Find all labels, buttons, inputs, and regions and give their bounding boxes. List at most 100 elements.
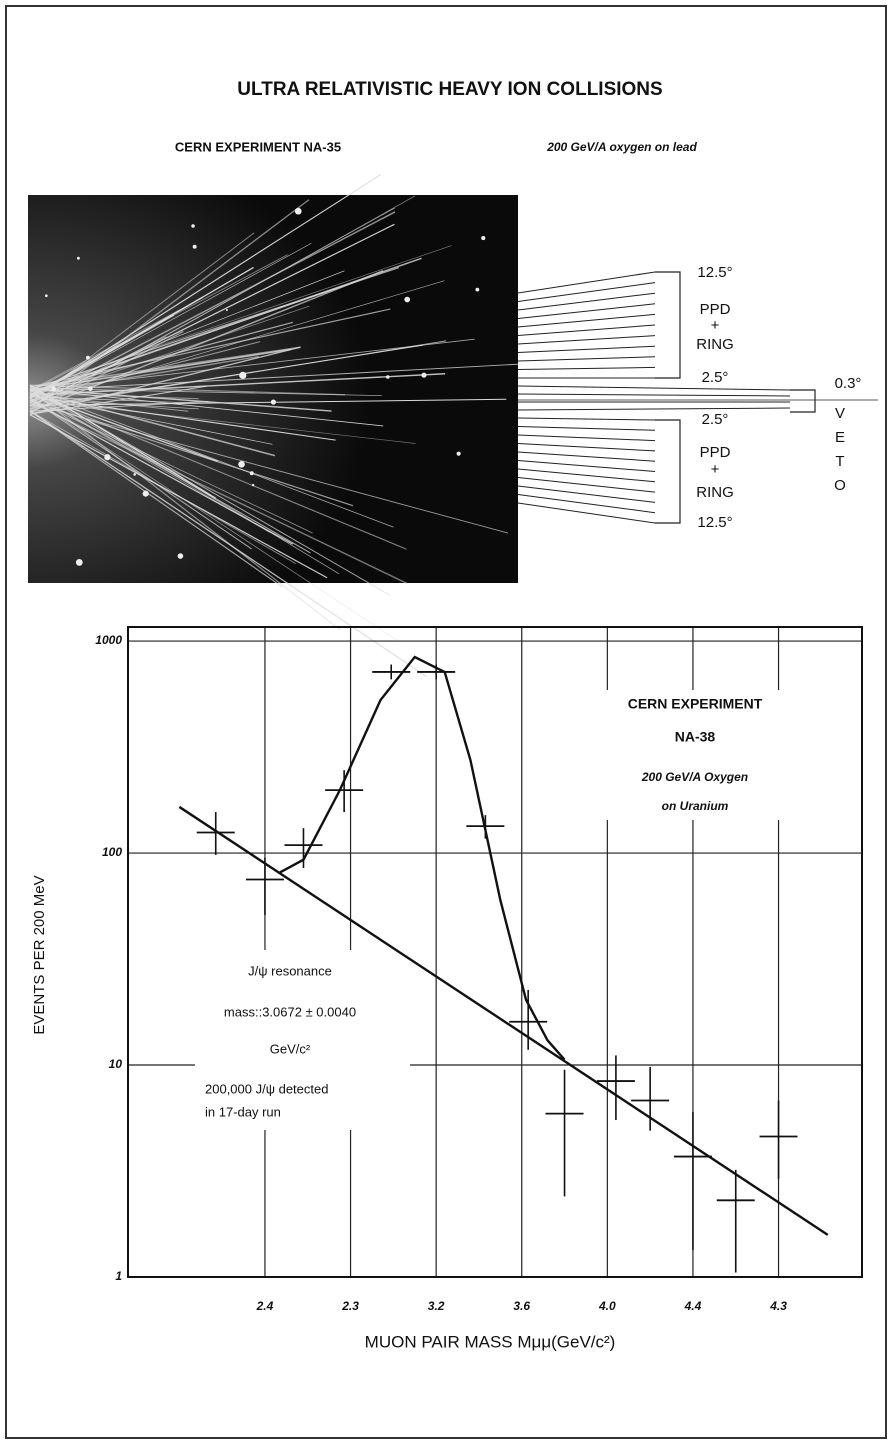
spot: [404, 296, 411, 303]
spot: [142, 490, 149, 497]
fan-line: [517, 345, 656, 353]
track: [29, 309, 180, 391]
spot: [386, 375, 390, 379]
detector-label: 2.5°: [702, 369, 729, 386]
fan-line: [517, 443, 656, 452]
fan-line: [517, 282, 656, 302]
fan-line: [517, 451, 656, 462]
fan-line: [517, 460, 656, 472]
track: [29, 384, 217, 499]
track: [29, 308, 391, 388]
track: [29, 373, 446, 396]
spot: [249, 471, 254, 476]
track: [29, 398, 507, 406]
annotation: mass::3.0672 ± 0.0040: [224, 1004, 356, 1019]
detector-label: O: [834, 477, 846, 494]
spot: [133, 473, 136, 476]
title: ULTRA RELATIVISTIC HEAVY ION COLLISIONS: [237, 79, 662, 100]
beam-line: [517, 407, 791, 411]
detector-label: V: [835, 405, 845, 422]
fan-line: [517, 356, 656, 362]
y-tick-label: 100: [102, 845, 122, 859]
track: [29, 270, 345, 395]
bracket: [655, 271, 816, 524]
frame: [5, 5, 887, 1439]
spot: [88, 386, 93, 391]
detector-label: E: [835, 429, 845, 446]
track: [29, 199, 310, 411]
fan-line: [517, 271, 656, 294]
track: [29, 346, 300, 415]
annotation: CERN EXPERIMENT: [628, 696, 763, 712]
fan-line: [517, 434, 656, 442]
experiment: CERN EXPERIMENT NA-35: [175, 139, 341, 154]
fan-line: [517, 366, 656, 370]
track: [29, 207, 395, 411]
fan-line: [517, 502, 656, 524]
spot: [76, 256, 80, 260]
spot: [421, 372, 427, 378]
spot: [456, 451, 461, 456]
beam-line: [517, 385, 791, 391]
track: [29, 398, 199, 410]
track: [29, 397, 252, 550]
spot: [75, 559, 83, 566]
track: [29, 392, 271, 533]
annotation: GeV/c²: [270, 1041, 311, 1056]
spot: [251, 483, 255, 487]
beam-line: [517, 393, 791, 397]
annotation: NA-38: [675, 729, 716, 745]
fan-line: [517, 303, 656, 319]
spot: [192, 244, 197, 249]
x-tick-label: 4.4: [684, 1299, 702, 1313]
fan-line: [517, 313, 656, 328]
track: [29, 402, 509, 534]
spot: [177, 553, 184, 559]
detector-label: PPD: [700, 444, 731, 461]
track: [29, 174, 382, 400]
x-tick-label: 3.6: [513, 1299, 530, 1313]
detector-label: +: [711, 461, 720, 478]
label-box: [590, 690, 800, 820]
detector-label: T: [835, 453, 844, 470]
spot: [239, 371, 247, 379]
fan-line: [517, 477, 656, 493]
annotation: 200,000 J/ψ detected: [205, 1081, 328, 1096]
fan-line: [517, 426, 656, 431]
detector-label: +: [711, 317, 720, 334]
fan-line: [517, 324, 656, 336]
bubble-chamber-photo: [28, 174, 519, 678]
detector-label: 2.5°: [702, 411, 729, 428]
annotation: in 17-day run: [205, 1104, 281, 1119]
spot: [225, 309, 228, 312]
spot: [238, 461, 245, 468]
track: [29, 387, 332, 412]
y-tick-label: 1000: [95, 633, 122, 647]
track: [29, 363, 519, 392]
track: [29, 346, 302, 389]
annotation: J/ψ resonance: [248, 963, 332, 978]
detector-label: RING: [696, 484, 734, 501]
spot: [85, 355, 90, 360]
fit-curve: [178, 805, 829, 1236]
y-axis-label: EVENTS PER 200 MeV: [31, 875, 48, 1034]
fan-line: [517, 417, 656, 421]
track: [29, 397, 313, 534]
track: [29, 387, 340, 575]
track: [29, 266, 254, 399]
x-tick-label: 2.3: [341, 1299, 359, 1313]
spot: [191, 224, 195, 228]
fan-line: [517, 292, 656, 311]
detector-label: PPD: [700, 301, 731, 318]
annotation: on Uranium: [662, 799, 729, 813]
spot: [481, 236, 486, 241]
track: [29, 392, 407, 550]
x-tick-label: 3.2: [428, 1299, 445, 1313]
detector-diagram: 12.5°PPD+RING2.5°2.5°PPD+RING12.5°0.3°VE…: [517, 264, 878, 531]
fan-line: [517, 494, 656, 514]
plot-frame: [127, 626, 863, 1278]
track: [29, 341, 261, 402]
track: [29, 399, 416, 444]
spot: [294, 207, 302, 215]
